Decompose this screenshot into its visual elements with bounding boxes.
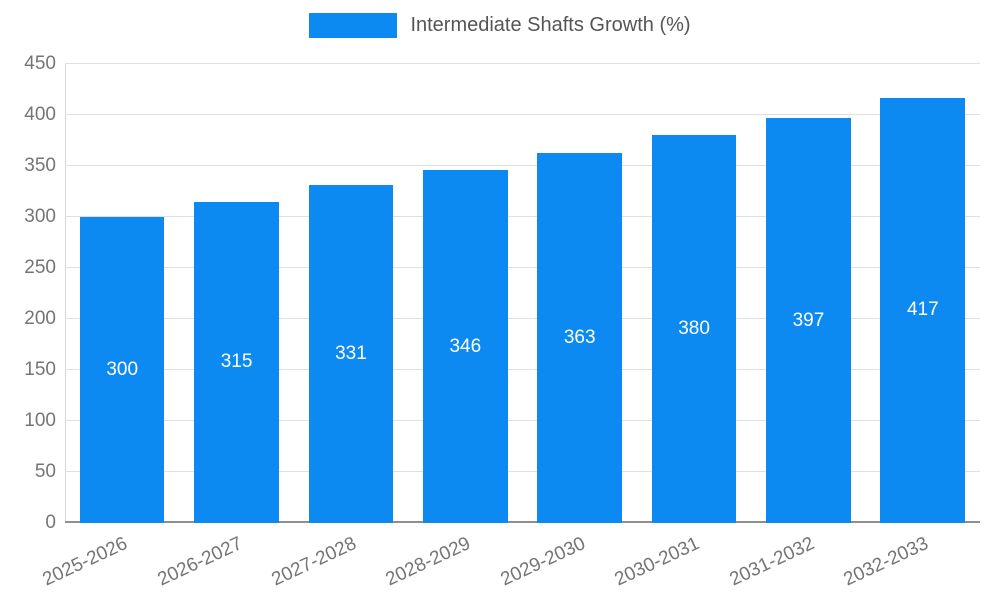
legend-swatch: [309, 13, 398, 38]
x-tick-label: 2031-2032: [726, 533, 818, 591]
y-tick-label: 350: [24, 155, 56, 176]
bar: 315: [194, 201, 279, 523]
bar-value-label: 346: [449, 335, 482, 357]
y-tick-label: 200: [24, 308, 56, 329]
chart-legend: Intermediate Shafts Growth (%): [0, 13, 1000, 38]
gridline: [65, 165, 980, 166]
bar: 417: [880, 97, 966, 523]
y-tick-label: 450: [24, 53, 56, 74]
bar: 380: [651, 135, 737, 523]
gridline: [65, 267, 980, 268]
x-tick-label: 2030-2031: [611, 533, 703, 591]
x-tick-label: 2032-2033: [840, 533, 932, 591]
y-tick-label: 100: [24, 410, 56, 431]
y-tick-label: 400: [24, 104, 56, 125]
plot-area: 300 315 331 346 363 380 397 417: [65, 63, 980, 523]
gridline: [65, 63, 980, 64]
gridline: [65, 216, 980, 218]
bar-value-label: 397: [792, 309, 825, 331]
gridline: [65, 369, 980, 371]
legend-label: Intermediate Shafts Growth (%): [410, 14, 691, 36]
gridline: [65, 420, 980, 421]
y-tick-label: 300: [24, 206, 56, 227]
bar-value-label: 380: [678, 318, 710, 340]
x-axis-baseline: [65, 521, 980, 523]
y-tick-label: 50: [34, 461, 56, 482]
x-tick-label: 2027-2028: [268, 533, 360, 591]
y-tick-label: 0: [45, 512, 56, 533]
bar: 397: [766, 118, 851, 523]
gridline: [65, 114, 980, 115]
bar-value-label: 417: [906, 299, 939, 321]
bar-value-label: 363: [563, 326, 596, 348]
bar-value-label: 331: [335, 343, 367, 365]
x-tick-label: 2028-2029: [382, 533, 475, 591]
y-tick-label: 150: [24, 359, 56, 380]
bar-value-label: 300: [106, 359, 139, 380]
y-tick-label: 250: [24, 257, 56, 278]
bar-value-label: 315: [220, 351, 253, 373]
bar: 346: [422, 170, 508, 523]
gridline: [65, 471, 980, 472]
x-tick-label: 2026-2027: [154, 533, 246, 591]
y-axis-line: [65, 64, 66, 523]
bar: 331: [308, 185, 394, 523]
x-tick-label: 2025-2026: [39, 533, 132, 591]
gridline: [65, 318, 980, 319]
x-tick-label: 2029-2030: [497, 533, 589, 591]
bar: 363: [537, 152, 622, 523]
bar: 300: [79, 217, 165, 523]
